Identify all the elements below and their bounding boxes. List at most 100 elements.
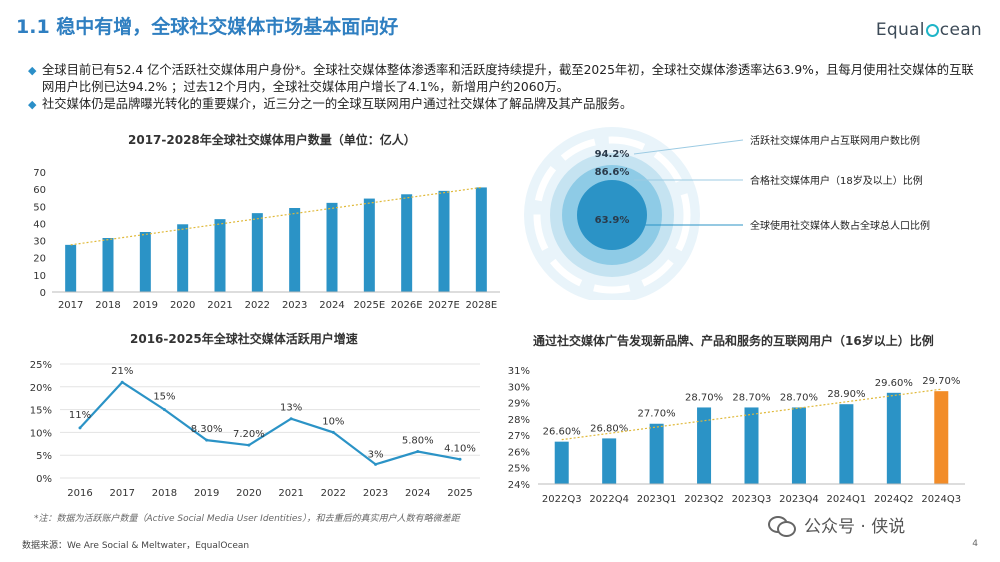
bar xyxy=(177,224,189,292)
x-tick-label: 2016 xyxy=(67,488,92,499)
data-label: 4.10% xyxy=(444,443,476,454)
x-tick-label: 2021 xyxy=(207,300,232,311)
ring-value: 86.6% xyxy=(595,167,630,178)
bar xyxy=(649,423,664,484)
footnote: *注：数据为活跃账户数量（Active Social Media User Id… xyxy=(34,514,460,524)
bullet-text-1: 全球目前已有52.4 亿个活跃社交媒体用户身份*。全球社交媒体整体渗透率和活跃度… xyxy=(42,63,974,94)
ring-label: 全球使用社交媒体人数占全球总人口比例 xyxy=(750,219,930,232)
bar xyxy=(791,407,806,484)
bar xyxy=(475,187,487,292)
y-tick-label: 31% xyxy=(508,366,530,377)
y-tick-label: 27% xyxy=(508,431,530,442)
x-tick-label: 2027E xyxy=(428,300,460,311)
data-label: 28.70% xyxy=(685,392,723,403)
x-tick-label: 2017 xyxy=(109,488,134,499)
bar xyxy=(554,441,569,484)
equalocean-logo: Equal cean xyxy=(876,20,982,40)
x-tick-label: 2020 xyxy=(236,488,261,499)
y-tick-label: 60 xyxy=(33,185,46,196)
page-title: 1.1 稳中有增，全球社交媒体市场基本面向好 xyxy=(16,16,399,38)
y-tick-label: 20% xyxy=(30,383,52,394)
x-tick-label: 2018 xyxy=(95,300,120,311)
data-label: 28.70% xyxy=(732,392,770,403)
data-point xyxy=(416,450,420,454)
y-tick-label: 10% xyxy=(30,428,52,439)
trend-line xyxy=(70,186,482,246)
ring-value: 94.2% xyxy=(595,149,630,160)
x-tick-label: 2019 xyxy=(194,488,219,499)
growth-line-chart: 0% 5% 10% 15% 20% 25% 11% 2016 21% 2017 15% 2018 8.3… xyxy=(30,360,480,499)
bar xyxy=(363,198,375,292)
x-tick-label: 2021 xyxy=(278,488,303,499)
x-tick-label: 2024Q3 xyxy=(921,494,961,505)
penetration-rings-chart: 94.2% 活跃社交媒体用户占互联网用户数比例 86.6% 合格社交媒体用户（18岁及… xyxy=(524,127,930,300)
data-label: 15% xyxy=(153,392,175,403)
data-point xyxy=(289,417,293,421)
summary-bullets: ◆ 全球目前已有52.4 亿个活跃社交媒体用户身份*。全球社交媒体整体渗透率和活跃… xyxy=(28,62,978,113)
bar xyxy=(934,391,949,484)
x-tick-label: 2018 xyxy=(152,488,177,499)
ring-value: 63.9% xyxy=(595,215,630,226)
x-tick-label: 2024 xyxy=(319,300,344,311)
x-tick-label: 2024 xyxy=(405,488,430,499)
data-label: 8.30% xyxy=(191,424,223,435)
bar xyxy=(401,194,413,292)
bar xyxy=(102,238,114,292)
x-tick-label: 2023 xyxy=(282,300,307,311)
wechat-icon xyxy=(768,514,796,537)
y-tick-label: 28% xyxy=(508,415,530,426)
logo-text-right: cean xyxy=(939,20,982,40)
x-tick-label: 2022Q3 xyxy=(542,494,582,505)
ring-label: 活跃社交媒体用户占互联网用户数比例 xyxy=(750,134,920,147)
data-point xyxy=(374,462,378,466)
data-label: 11% xyxy=(69,410,91,421)
data-source: 数据来源：We Are Social & Meltwater，EqualOcea… xyxy=(22,541,250,551)
wechat-watermark: 公众号 · 侠说 xyxy=(768,512,905,537)
diamond-bullet-icon: ◆ xyxy=(28,64,37,77)
x-tick-label: 2023 xyxy=(363,488,388,499)
data-label: 10% xyxy=(322,416,344,427)
data-label: 29.60% xyxy=(875,378,913,389)
watermark-text: 公众号 · 侠说 xyxy=(804,517,906,537)
x-tick-label: 2022 xyxy=(245,300,270,311)
bar xyxy=(602,438,617,484)
leader-line xyxy=(633,139,744,155)
bar xyxy=(214,219,226,292)
data-label: 21% xyxy=(111,366,133,377)
logo-text-left: Equal xyxy=(875,20,925,40)
bar xyxy=(886,392,901,484)
bar xyxy=(65,244,77,292)
x-tick-label: 2023Q1 xyxy=(637,494,677,505)
y-tick-label: 25% xyxy=(508,464,530,475)
bar xyxy=(438,190,450,292)
users-bar-chart: 0 10 20 30 40 50 60 70 2017 2018 2019 2020 2021 2022 2… xyxy=(33,168,500,311)
data-label: 13% xyxy=(280,403,302,414)
data-label: 26.80% xyxy=(590,423,628,434)
y-tick-label: 10 xyxy=(33,271,46,282)
growth-chart-title: 2016-2025年全球社交媒体活跃用户增速 xyxy=(130,332,358,346)
x-tick-label: 2025E xyxy=(353,300,385,311)
x-tick-label: 2028E xyxy=(465,300,497,311)
data-point xyxy=(78,426,82,430)
page-number: 4 xyxy=(972,539,978,549)
bar xyxy=(139,232,151,292)
data-label: 26.60% xyxy=(543,427,581,438)
bullet-item-2: ◆ 社交媒体仍是品牌曝光转化的重要媒介，近三分之一的全球互联网用户通过社交媒体了解… xyxy=(28,96,978,113)
y-tick-label: 15% xyxy=(30,406,52,417)
diamond-bullet-icon: ◆ xyxy=(28,98,37,111)
data-point xyxy=(205,438,209,442)
y-tick-label: 30 xyxy=(33,237,46,248)
bar xyxy=(697,407,712,484)
x-tick-label: 2026E xyxy=(391,300,423,311)
data-label: 27.70% xyxy=(638,409,676,420)
bar xyxy=(744,407,759,484)
data-point xyxy=(162,408,166,412)
bullet-item-1: ◆ 全球目前已有52.4 亿个活跃社交媒体用户身份*。全球社交媒体整体渗透率和活跃… xyxy=(28,62,978,96)
x-tick-label: 2017 xyxy=(58,300,83,311)
x-tick-label: 2023Q2 xyxy=(684,494,724,505)
data-label: 29.70% xyxy=(922,376,960,387)
x-tick-label: 2023Q3 xyxy=(732,494,772,505)
data-point xyxy=(120,380,124,384)
data-point xyxy=(458,457,462,461)
x-tick-label: 2019 xyxy=(133,300,158,311)
